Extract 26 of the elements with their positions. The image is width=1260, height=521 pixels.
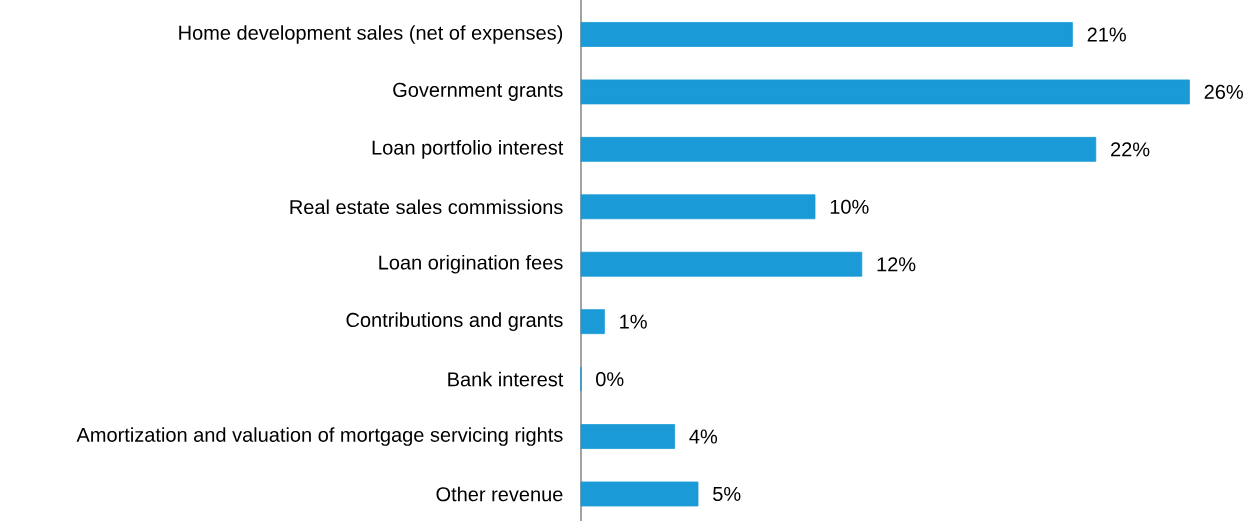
y-tick-label: Loan origination fees [379,254,563,274]
bar [580,79,1190,105]
y-tick-label: Contributions and grants [346,312,563,331]
data-label: 10% [830,199,869,214]
y-tick-label: Real estate sales commissions [290,199,563,215]
data-label: 1% [620,314,647,329]
bar [580,22,1073,47]
data-label: 22% [1111,142,1150,157]
bar [580,481,699,507]
y-tick-label: Amortization and valuation of mortgage servicing rights [76,427,563,446]
y-tick-label: Other revenue [436,486,563,502]
bar [580,424,675,449]
bar [580,194,816,220]
data-label: 12% [877,257,916,272]
data-label: 21% [1087,27,1126,42]
y-tick-label: Home development sales (net of expenses) [179,25,563,44]
bar [580,309,605,335]
data-label: 5% [713,486,741,502]
data-label: 0% [596,372,624,387]
bar [580,136,1097,162]
bar [580,251,863,277]
y-tick-label: Government grants [393,82,563,101]
y-tick-label: Loan portfolio interest [372,140,564,159]
data-label: 26% [1204,84,1243,99]
data-label: 4% [689,429,718,444]
y-tick-label: Bank interest [448,371,564,387]
